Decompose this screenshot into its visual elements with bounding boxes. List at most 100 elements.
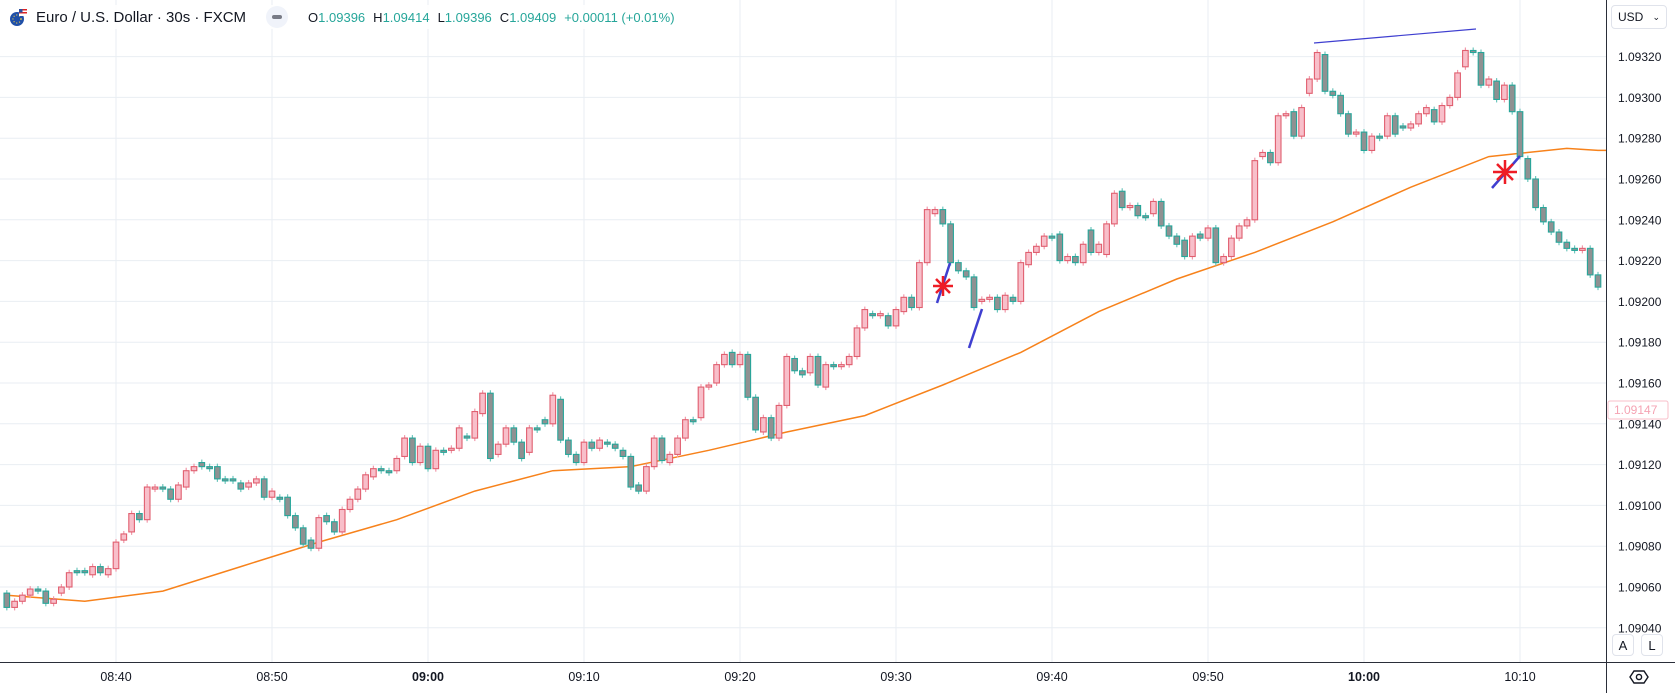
candle-body: [448, 447, 455, 451]
candle-up: [1298, 104, 1305, 140]
candle-body: [1446, 96, 1454, 107]
trend-line-top[interactable]: [1313, 28, 1477, 44]
candle-body: [728, 351, 736, 366]
candle-down: [1173, 233, 1181, 248]
candle-up: [549, 392, 557, 427]
currency-dropdown[interactable]: USD ⌄: [1611, 5, 1667, 29]
candle-down: [323, 512, 330, 525]
candle-down: [463, 433, 471, 442]
candle-down: [1329, 88, 1337, 99]
candle-body: [572, 453, 580, 464]
close-key: C: [499, 9, 510, 25]
candle-up: [401, 435, 408, 460]
candle-up: [682, 416, 689, 442]
candle-body: [775, 404, 783, 439]
candle-up: [245, 479, 252, 491]
candle-down: [1376, 133, 1383, 142]
trend-line-b[interactable]: [967, 308, 984, 349]
auto-scale-button[interactable]: A: [1612, 634, 1634, 656]
candle-up: [697, 384, 705, 421]
candle-down: [994, 294, 1001, 313]
candle-up: [128, 510, 135, 535]
candle-body: [1430, 109, 1438, 123]
candle-body: [1017, 262, 1025, 302]
candle-body: [104, 568, 112, 576]
candle-down: [1048, 233, 1056, 242]
candle-down: [221, 475, 229, 484]
candle-up: [775, 402, 783, 442]
candle-body: [822, 364, 830, 388]
price-axis-background[interactable]: [1607, 0, 1675, 693]
candle-body: [221, 478, 229, 482]
candle-down: [533, 424, 541, 433]
candle-down: [206, 463, 213, 472]
candle-down: [728, 349, 736, 368]
candle-up: [877, 310, 884, 319]
candle-up: [1501, 82, 1508, 103]
time-tick-label: 09:40: [1036, 670, 1067, 684]
candle-up: [338, 506, 346, 535]
candle-down: [689, 416, 697, 425]
log-scale-button[interactable]: L: [1641, 634, 1663, 656]
candle-body: [1563, 241, 1571, 249]
candle-up: [1111, 190, 1118, 227]
candle-body: [931, 209, 939, 215]
candle-down: [962, 267, 970, 280]
candle-body: [331, 521, 338, 533]
candle-body: [401, 437, 408, 457]
candle-body: [3, 592, 11, 608]
candle-body: [697, 386, 705, 419]
candle-body: [463, 435, 471, 439]
candle-up: [1235, 222, 1243, 242]
asterisk-marker-icon[interactable]: [933, 276, 953, 296]
candle-body: [494, 443, 502, 455]
candle-up: [596, 437, 603, 452]
candle-up: [806, 353, 814, 376]
candle-up: [1259, 149, 1266, 160]
candle-up: [674, 435, 681, 458]
candle-down: [1165, 222, 1173, 240]
candle-down: [1547, 218, 1555, 236]
candle-body: [1251, 160, 1259, 221]
candle-down: [1477, 49, 1485, 89]
time-tick-label: 10:00: [1348, 670, 1380, 684]
candle-body: [151, 486, 159, 490]
candle-up: [89, 563, 96, 578]
candle-body: [892, 309, 900, 327]
collapse-button[interactable]: [266, 6, 289, 28]
candle-body: [869, 313, 876, 317]
candle-down: [97, 563, 104, 576]
symbol-title[interactable]: Euro / U.S. Dollar · 30s · FXCM: [36, 8, 247, 26]
moving-average-line: [6, 147, 1606, 603]
candle-body: [1064, 255, 1071, 262]
candle-body: [1368, 135, 1376, 151]
minus-icon: [272, 15, 283, 19]
candle-body: [424, 445, 432, 470]
asterisk-marker-icon[interactable]: [1493, 160, 1517, 184]
eye-settings-icon[interactable]: [1628, 669, 1650, 685]
candle-body: [1462, 49, 1469, 68]
candle-down: [1563, 239, 1571, 252]
candle-down: [136, 510, 143, 523]
candle-body: [409, 437, 416, 464]
candle-up: [19, 592, 26, 605]
price-tick-label: 1.09240: [1618, 213, 1662, 227]
eur-usd-flag-icon[interactable]: [8, 7, 28, 27]
drawings[interactable]: [933, 28, 1521, 349]
candle-down: [1586, 245, 1594, 278]
candle-down: [237, 479, 245, 493]
candle-body: [416, 445, 424, 464]
candle-up: [416, 443, 424, 466]
candle-body: [744, 353, 752, 398]
candle-up: [1352, 129, 1360, 138]
candle-body: [1103, 223, 1110, 256]
candle-up: [1579, 245, 1586, 254]
candle-down: [284, 494, 291, 519]
candle-body: [73, 570, 81, 574]
candle-up: [822, 361, 830, 391]
candle-body: [1282, 113, 1290, 117]
time-axis-background[interactable]: [0, 663, 1606, 693]
candle-body: [1485, 78, 1493, 86]
candle-body: [97, 566, 104, 574]
